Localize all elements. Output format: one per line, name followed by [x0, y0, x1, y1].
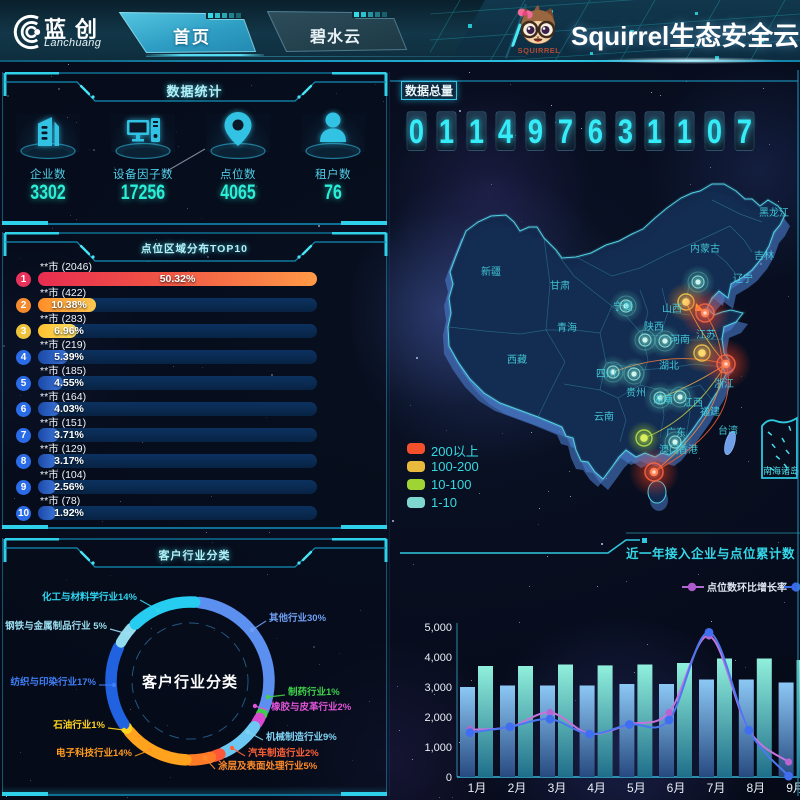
svg-text:汽车制造行业2%: 汽车制造行业2%: [248, 747, 319, 759]
svg-text:西藏: 西藏: [507, 354, 527, 366]
svg-text:近一年接入企业与点位累计数: 近一年接入企业与点位累计数: [626, 546, 795, 561]
svg-text:5,000: 5,000: [424, 622, 452, 634]
svg-text:8月: 8月: [746, 781, 765, 795]
svg-text:机械制造行业9%: 机械制造行业9%: [266, 731, 337, 743]
svg-text:湖南: 湖南: [653, 393, 673, 406]
svg-text:甘肃: 甘肃: [550, 279, 570, 292]
svg-text:江苏: 江苏: [696, 328, 716, 341]
svg-text:吉林: 吉林: [754, 249, 774, 262]
svg-text:新疆: 新疆: [481, 265, 501, 278]
svg-text:陕西: 陕西: [644, 320, 664, 333]
svg-text:4月: 4月: [587, 781, 606, 795]
svg-text:1,000: 1,000: [424, 742, 452, 754]
svg-text:电子科技行业14%: 电子科技行业14%: [56, 747, 133, 759]
svg-text:浙江: 浙江: [714, 378, 734, 390]
svg-text:纺织与印染行业17%: 纺织与印染行业17%: [10, 676, 96, 688]
svg-text:点位数环比增长率: 点位数环比增长率: [707, 581, 787, 594]
svg-text:云南: 云南: [594, 410, 614, 423]
svg-text:化工与材料学行业14%: 化工与材料学行业14%: [42, 591, 138, 603]
svg-text:台湾: 台湾: [718, 424, 738, 437]
svg-text:9月: 9月: [786, 781, 800, 795]
svg-text:河南: 河南: [670, 333, 690, 346]
svg-text:客户行业分类: 客户行业分类: [141, 673, 238, 691]
svg-text:3,000: 3,000: [424, 682, 452, 694]
svg-text:黑龙江: 黑龙江: [759, 206, 789, 219]
svg-text:钢铁与金属制品行业 5%: 钢铁与金属制品行业 5%: [5, 620, 107, 632]
svg-text:四川: 四川: [596, 369, 616, 380]
svg-text:3月: 3月: [548, 781, 567, 795]
svg-text:2,000: 2,000: [424, 712, 452, 724]
svg-text:青海: 青海: [557, 321, 577, 334]
svg-text:湖北: 湖北: [659, 360, 679, 372]
svg-text:橡胶与皮革行业2%: 橡胶与皮革行业2%: [271, 701, 352, 713]
svg-text:0: 0: [446, 772, 452, 784]
svg-text:香港: 香港: [678, 444, 698, 456]
svg-text:澳门: 澳门: [659, 443, 679, 456]
svg-text:辽宁: 辽宁: [733, 272, 753, 285]
svg-text:南海诸岛: 南海诸岛: [763, 465, 799, 476]
svg-text:贵州: 贵州: [626, 386, 646, 399]
svg-text:4,000: 4,000: [424, 652, 452, 664]
svg-text:山西: 山西: [662, 303, 682, 315]
svg-text:内蒙古: 内蒙古: [690, 242, 720, 255]
svg-text:2月: 2月: [508, 781, 527, 795]
svg-text:涂层及表面处理行业5%: 涂层及表面处理行业5%: [218, 760, 318, 772]
svg-text:制药行业1%: 制药行业1%: [288, 686, 340, 698]
svg-text:1月: 1月: [468, 781, 487, 795]
svg-text:6月: 6月: [667, 781, 686, 795]
svg-text:其他行业30%: 其他行业30%: [269, 612, 327, 624]
svg-text:广东: 广东: [666, 426, 686, 439]
svg-text:江西: 江西: [683, 397, 703, 409]
svg-text:石油行业1%: 石油行业1%: [52, 719, 105, 731]
svg-text:宁夏: 宁夏: [613, 300, 633, 313]
svg-text:5月: 5月: [627, 781, 646, 795]
svg-text:福建: 福建: [700, 405, 720, 418]
svg-text:7月: 7月: [707, 781, 726, 795]
